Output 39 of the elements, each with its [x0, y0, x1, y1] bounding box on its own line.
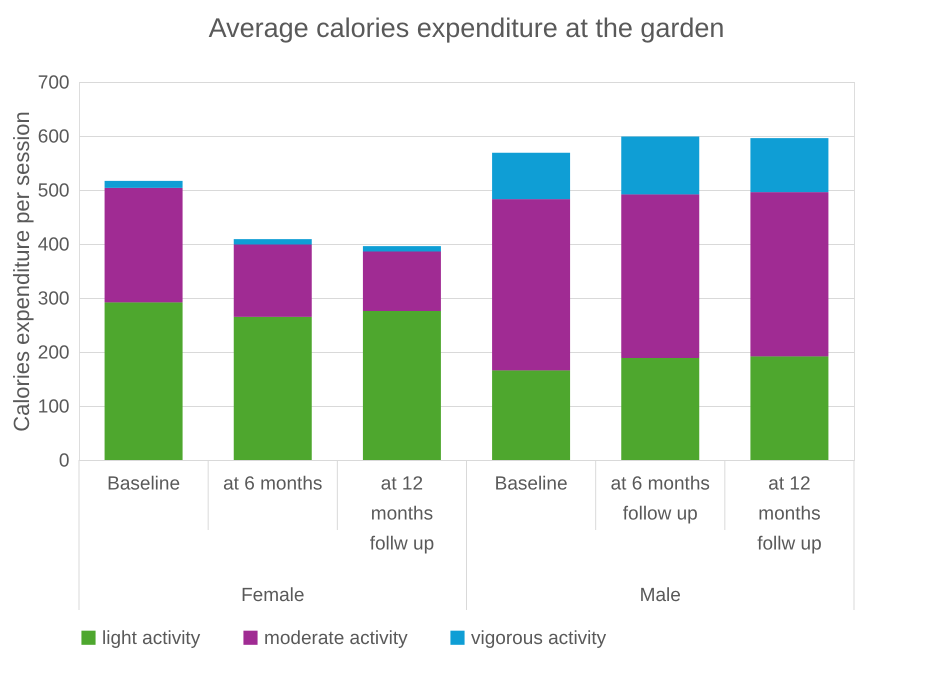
x-tick-label: at 12 months follw up — [370, 474, 434, 554]
bar — [750, 192, 828, 356]
y-tick-label: 400 — [38, 234, 70, 256]
legend-label: vigorous activity — [471, 628, 607, 649]
y-tick-label: 0 — [58, 450, 70, 472]
bar — [234, 239, 312, 245]
text: Female — [241, 585, 304, 606]
legend-label: moderate activity — [264, 628, 408, 649]
bar — [621, 358, 700, 460]
x-tick-label: at 12 months follw up — [757, 474, 822, 554]
bar — [750, 356, 828, 460]
bar — [492, 199, 570, 370]
bar — [104, 302, 183, 460]
x-tick-label: Baseline — [494, 474, 568, 494]
chart-title: Average calories expenditure at the garden — [208, 13, 724, 43]
x-tick-label: Baseline — [107, 474, 180, 494]
bar — [362, 252, 441, 311]
bar — [492, 370, 570, 460]
x-tick-label: at 6 months — [223, 474, 322, 494]
bar — [362, 310, 441, 460]
y-tick-label: 700 — [38, 72, 70, 94]
bar — [750, 138, 828, 192]
bar — [492, 152, 570, 200]
legend-label: light activity — [102, 628, 201, 649]
y-tick-label: 200 — [38, 342, 70, 364]
y-tick-label: 500 — [38, 180, 70, 202]
bar — [104, 180, 183, 188]
y-tick-label: 300 — [38, 288, 70, 310]
text: Male — [640, 585, 681, 606]
bar — [104, 188, 183, 302]
bar — [621, 194, 700, 358]
bar — [362, 246, 441, 252]
bar — [234, 244, 312, 317]
y-axis-title: Calories expenditure per session — [8, 111, 34, 432]
bar — [621, 136, 700, 194]
x-tick-label: at 6 months follow up — [610, 474, 710, 524]
y-tick-label: 100 — [38, 396, 70, 418]
bar — [234, 316, 312, 460]
y-tick-label: 600 — [38, 126, 70, 148]
